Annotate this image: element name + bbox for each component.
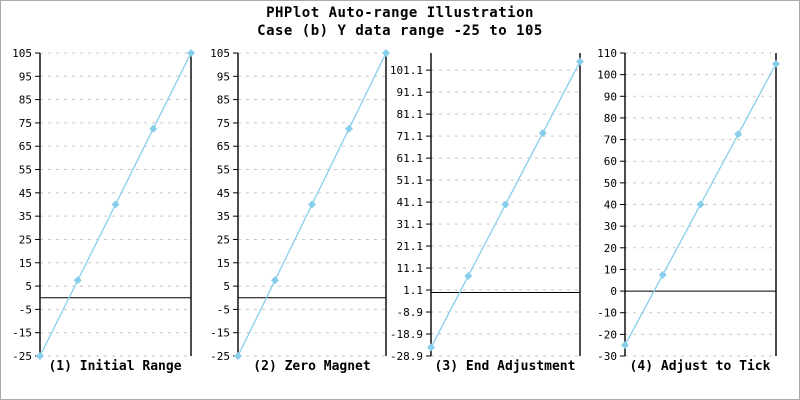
data-point-marker — [382, 49, 390, 57]
data-point-marker — [73, 276, 82, 285]
y-tick-label: 70 — [604, 134, 617, 147]
y-tick-label: -30 — [597, 350, 617, 363]
y-tick-label: 31.1 — [397, 218, 424, 231]
y-tick-label: 100 — [597, 69, 617, 82]
data-point-marker — [427, 343, 435, 352]
y-tick-label: 1.1 — [403, 284, 423, 297]
y-tick-label: 35 — [19, 210, 32, 223]
y-tick-label: 55 — [19, 164, 32, 177]
chart-title-line-1: PHPlot Auto-range Illustration — [266, 5, 534, 21]
y-tick-label: 95 — [19, 70, 32, 83]
y-tick-label: -25 — [12, 350, 32, 363]
y-tick-label: -8.9 — [397, 306, 424, 319]
data-point-marker — [111, 200, 120, 209]
y-tick-label: 35 — [217, 210, 230, 223]
data-point-marker — [696, 200, 705, 209]
y-tick-label: 21.1 — [397, 240, 424, 253]
y-tick-label: 40 — [604, 199, 617, 212]
y-tick-label: 41.1 — [397, 196, 424, 209]
y-tick-label: -10 — [597, 307, 617, 320]
y-tick-label: 110 — [597, 47, 617, 60]
y-tick-label: 71.1 — [397, 130, 424, 143]
subplot-xlabel-2: (2) Zero Magnet — [253, 359, 371, 374]
y-tick-label: 95 — [217, 70, 230, 83]
data-point-marker — [576, 57, 584, 66]
y-tick-label: 0 — [610, 285, 617, 298]
chart-title-line-2: Case (b) Y data range -25 to 105 — [257, 23, 543, 39]
y-tick-label: 61.1 — [397, 152, 424, 165]
y-tick-label: 50 — [604, 177, 617, 190]
data-point-marker — [36, 352, 44, 360]
data-point-marker — [271, 276, 279, 285]
y-tick-label: -15 — [12, 327, 32, 340]
data-point-marker — [658, 270, 667, 279]
y-tick-label: 81.1 — [397, 108, 424, 121]
y-tick-label: 80 — [604, 112, 617, 125]
data-point-marker — [772, 59, 780, 68]
data-point-marker — [149, 124, 158, 133]
y-tick-label: 60 — [604, 155, 617, 168]
y-tick-label: 51.1 — [397, 174, 424, 187]
data-point-marker — [234, 352, 242, 360]
y-tick-label: 5 — [25, 280, 32, 293]
y-tick-label: -28.9 — [390, 350, 423, 363]
y-tick-label: 105 — [12, 47, 32, 60]
data-point-marker — [501, 200, 510, 209]
y-tick-label: 55 — [217, 164, 230, 177]
data-point-marker — [538, 129, 547, 138]
data-point-marker — [308, 200, 316, 209]
y-tick-label: -20 — [597, 328, 617, 341]
y-tick-label: 65 — [217, 140, 230, 153]
y-tick-label: 30 — [604, 220, 617, 233]
y-tick-label: 25 — [217, 233, 230, 246]
y-tick-label: 45 — [217, 187, 230, 200]
y-tick-label: 11.1 — [397, 262, 424, 275]
data-point-marker — [621, 341, 629, 350]
y-tick-label: 90 — [604, 90, 617, 103]
data-point-marker — [187, 49, 195, 57]
y-tick-label: 20 — [604, 242, 617, 255]
y-tick-label: 75 — [217, 117, 230, 130]
y-tick-label: 45 — [19, 187, 32, 200]
subplot-xlabel-1: (1) Initial Range — [48, 359, 182, 374]
y-tick-label: -15 — [210, 327, 230, 340]
y-tick-label: 25 — [19, 233, 32, 246]
data-point-marker — [734, 130, 743, 139]
data-point-marker — [345, 124, 353, 133]
y-tick-label: -18.9 — [390, 328, 423, 341]
y-tick-label: 15 — [19, 257, 32, 270]
y-tick-label: 15 — [217, 257, 230, 270]
y-tick-label: 10 — [604, 263, 617, 276]
y-tick-label: 5 — [223, 280, 230, 293]
y-tick-label: 101.1 — [390, 64, 423, 77]
y-tick-label: 65 — [19, 140, 32, 153]
y-tick-label: 75 — [19, 117, 32, 130]
y-tick-label: 85 — [217, 94, 230, 107]
y-tick-label: -25 — [210, 350, 230, 363]
y-tick-label: 91.1 — [397, 86, 424, 99]
y-tick-label: 85 — [19, 94, 32, 107]
subplot-xlabel-4: (4) Adjust to Tick — [629, 359, 771, 374]
y-tick-label: -5 — [19, 303, 32, 316]
y-tick-label: -5 — [217, 303, 230, 316]
subplot-xlabel-3: (3) End Adjustment — [434, 359, 576, 374]
data-point-marker — [464, 271, 473, 280]
y-tick-label: 105 — [210, 47, 230, 60]
